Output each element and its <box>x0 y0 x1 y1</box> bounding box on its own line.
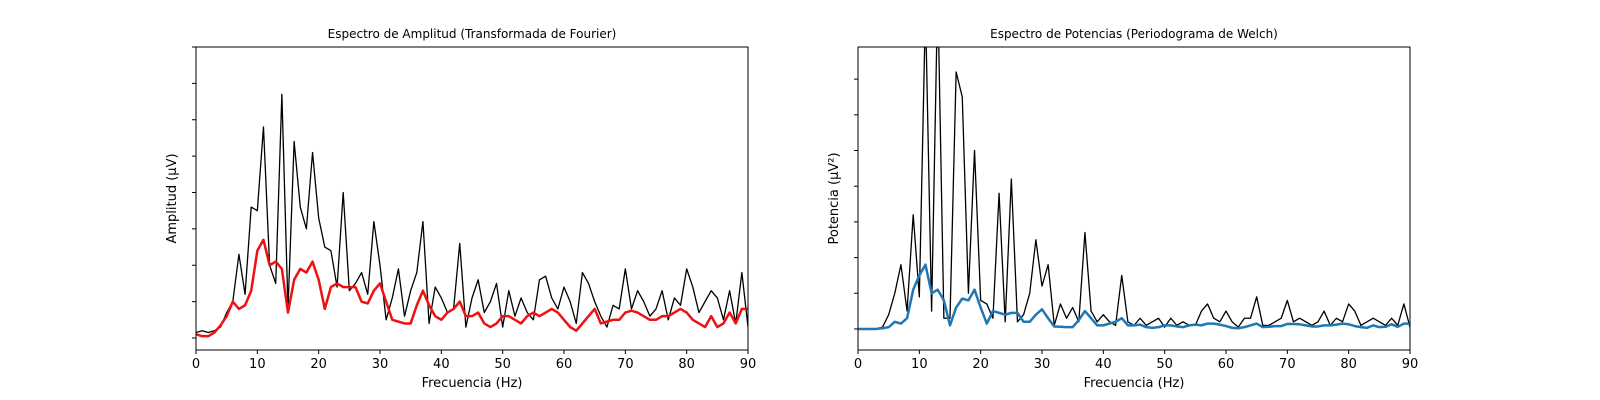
spectrum-line <box>196 238 748 338</box>
y-axis-label: Amplitud (μV) <box>165 153 180 243</box>
x-tick-label: 70 <box>1279 357 1296 372</box>
x-tick-label: 60 <box>1218 357 1235 372</box>
x-tick-label: 10 <box>911 357 928 372</box>
x-tick-label: 20 <box>310 357 327 372</box>
x-tick-label: 30 <box>1034 357 1051 372</box>
x-tick-label: 0 <box>854 357 862 372</box>
x-axis-label: Frecuencia (Hz) <box>1084 376 1185 391</box>
x-axis-label: Frecuencia (Hz) <box>422 376 523 391</box>
plot-frame <box>195 46 749 351</box>
spectrum-line <box>858 263 1410 331</box>
x-tick-label: 0 <box>192 357 200 372</box>
x-tick-label: 80 <box>678 357 695 372</box>
x-tick-label: 90 <box>740 357 757 372</box>
chart-title: Espectro de Amplitud (Transformada de Fo… <box>328 27 617 41</box>
x-tick-label: 40 <box>1095 357 1112 372</box>
x-tick-label: 10 <box>249 357 266 372</box>
spectrum-line <box>858 47 1410 330</box>
x-tick-label: 50 <box>1156 357 1173 372</box>
x-tick-label: 40 <box>433 357 450 372</box>
x-tick-label: 50 <box>494 357 511 372</box>
x-tick-label: 60 <box>556 357 573 372</box>
x-tick-label: 20 <box>972 357 989 372</box>
x-tick-label: 80 <box>1340 357 1357 372</box>
chart-title: Espectro de Potencias (Periodograma de W… <box>990 27 1278 41</box>
y-axis-label: Potencia (μV²) <box>827 152 842 244</box>
subplot: Espectro de Amplitud (Transformada de Fo… <box>165 27 756 391</box>
spectrum-line <box>196 93 748 334</box>
x-tick-label: 90 <box>1402 357 1419 372</box>
subplot: Espectro de Potencias (Periodograma de W… <box>827 27 1419 391</box>
x-tick-label: 30 <box>372 357 389 372</box>
x-tick-label: 70 <box>617 357 634 372</box>
plot-frame <box>857 46 1411 351</box>
